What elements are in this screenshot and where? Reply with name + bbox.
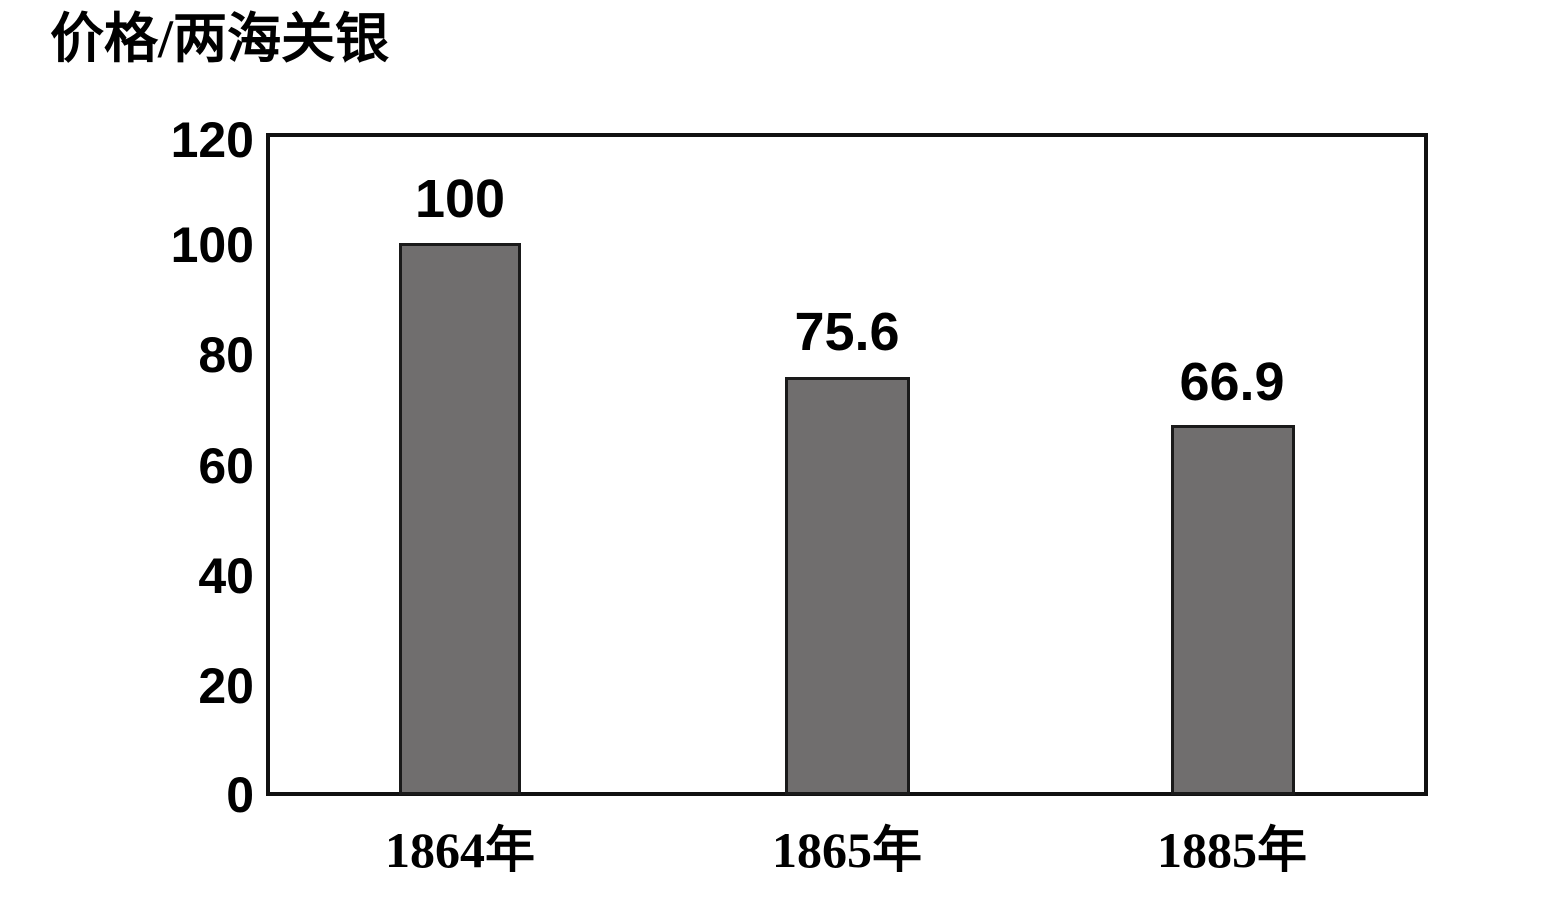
y-tick-label: 80 <box>198 327 254 383</box>
y-tick-label: 100 <box>170 217 254 273</box>
bar-value-label-1864: 100 <box>414 169 506 229</box>
y-tick-label: 0 <box>226 767 254 823</box>
bar-1865[interactable] <box>785 377 910 795</box>
bar-1864[interactable] <box>399 243 521 795</box>
x-tick-label-1865: 1865年 <box>772 822 922 878</box>
y-tick-label: 20 <box>198 658 254 714</box>
bar-value-label-1865: 75.6 <box>794 302 900 362</box>
bar-1885[interactable] <box>1171 425 1295 795</box>
x-tick-label-1864: 1864年 <box>385 822 535 878</box>
x-tick-label-1885: 1885年 <box>1157 822 1307 878</box>
y-tick-label: 120 <box>170 112 254 168</box>
bar-value-label-1885: 66.9 <box>1179 352 1285 412</box>
y-axis-title: 价格/两海关银 <box>50 9 390 69</box>
bars-layer <box>266 133 1428 796</box>
y-axis-tick-labels: 120 100 80 60 40 20 0 <box>110 0 266 920</box>
y-tick-label: 40 <box>198 548 254 604</box>
y-tick-label: 60 <box>198 438 254 494</box>
